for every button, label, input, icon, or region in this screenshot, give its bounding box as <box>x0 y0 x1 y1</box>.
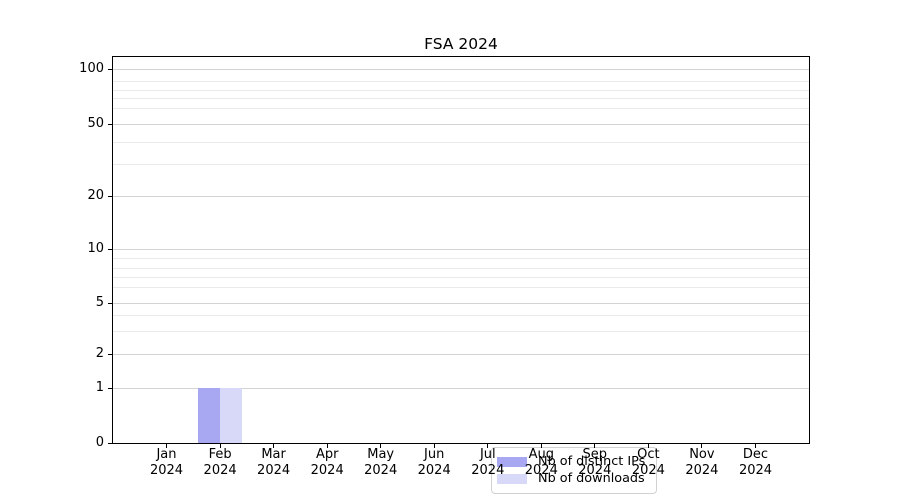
x-tick-label-jun: Jun 2024 <box>417 447 451 478</box>
x-tick-label-jul: Jul 2024 <box>471 447 505 478</box>
x-tick-label-may: May 2024 <box>364 447 398 478</box>
x-tick-label-oct: Oct 2024 <box>631 447 665 478</box>
major-gridline-2 <box>113 354 809 355</box>
legend: Nb of distinct IPs Nb of downloads <box>491 447 657 494</box>
x-tick-mark-apr <box>326 444 328 448</box>
y-tick-mark-50 <box>108 123 112 125</box>
legend-swatch-distinct-ips <box>497 457 527 467</box>
minor-gridline-70 <box>113 98 809 99</box>
legend-label-downloads: Nb of downloads <box>538 471 645 486</box>
x-tick-mark-oct <box>647 444 649 448</box>
x-tick-mark-dec <box>755 444 756 448</box>
y-tick-label-5: 5 <box>95 295 104 310</box>
major-gridline-20 <box>113 196 809 197</box>
y-tick-mark-20 <box>108 195 112 197</box>
minor-gridline-60 <box>113 108 809 109</box>
x-tick-mark-mar <box>273 444 275 448</box>
minor-gridline-3 <box>113 331 809 332</box>
x-tick-label-dec: Dec 2024 <box>738 447 773 478</box>
x-tick-mark-feb <box>219 444 221 448</box>
y-tick-mark-10 <box>108 248 112 250</box>
major-gridline-1 <box>113 388 809 389</box>
plot-area: Nb of distinct IPs Nb of downloads <box>112 56 810 494</box>
y-tick-label-100: 100 <box>79 61 104 76</box>
x-tick-label-mar: Mar 2024 <box>257 447 291 478</box>
minor-gridline-6 <box>113 287 809 288</box>
x-tick-mark-jun <box>433 444 435 448</box>
minor-gridline-9 <box>113 258 809 259</box>
major-gridline-5 <box>113 303 809 304</box>
minor-gridline-80 <box>113 90 809 91</box>
y-tick-mark-0 <box>108 442 112 444</box>
y-tick-mark-100 <box>108 68 112 70</box>
chart-title: FSA 2024 <box>424 35 498 53</box>
y-tick-label-10: 10 <box>87 241 104 256</box>
x-tick-mark-may <box>380 444 382 448</box>
y-tick-mark-1 <box>108 387 112 389</box>
y-tick-label-20: 20 <box>87 188 104 203</box>
minor-gridline-40 <box>113 142 809 143</box>
y-tick-label-0: 0 <box>95 435 104 450</box>
legend-item-downloads: Nb of downloads <box>497 471 648 487</box>
y-tick-label-1: 1 <box>95 380 104 395</box>
x-tick-mark-sep <box>594 444 596 448</box>
x-tick-label-sep: Sep 2024 <box>578 447 612 478</box>
minor-gridline-7 <box>113 277 809 278</box>
x-tick-label-jan: Jan 2024 <box>149 447 184 478</box>
minor-gridline-8 <box>113 268 809 269</box>
y-tick-mark-5 <box>108 302 112 304</box>
x-tick-mark-jan <box>166 444 167 448</box>
legend-swatch-downloads <box>497 474 527 484</box>
bar-feb-distinct-ips <box>198 388 221 443</box>
x-tick-label-aug: Aug 2024 <box>524 447 558 478</box>
x-tick-mark-nov <box>701 444 703 448</box>
x-tick-label-feb: Feb 2024 <box>203 447 237 478</box>
legend-label-distinct-ips: Nb of distinct IPs <box>538 454 646 469</box>
major-gridline-100 <box>113 69 809 70</box>
x-tick-mark-jul <box>487 444 489 448</box>
x-tick-label-nov: Nov 2024 <box>685 447 719 478</box>
major-gridline-50 <box>113 124 809 125</box>
legend-item-distinct-ips: Nb of distinct IPs <box>497 454 648 470</box>
y-tick-label-50: 50 <box>87 116 104 131</box>
x-tick-mark-aug <box>540 444 542 448</box>
bar-feb-downloads <box>220 388 243 443</box>
x-tick-label-apr: Apr 2024 <box>310 447 344 478</box>
minor-gridline-4 <box>113 315 809 316</box>
minor-gridline-30 <box>113 164 809 165</box>
major-gridline-10 <box>113 249 809 250</box>
y-tick-label-2: 2 <box>95 346 104 361</box>
minor-gridline-90 <box>113 81 809 82</box>
y-tick-mark-2 <box>108 353 112 355</box>
